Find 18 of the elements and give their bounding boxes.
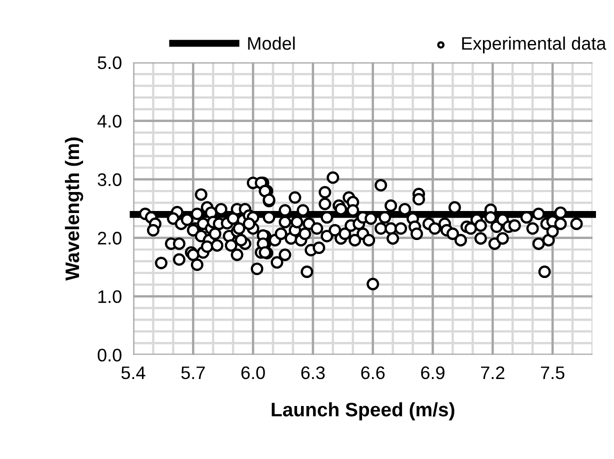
y-tick-label: 5.0 (98, 56, 122, 70)
legend-label: Experimental data (462, 36, 606, 54)
x-tick-label: 7.5 (540, 366, 564, 380)
x-tick-label: 6.3 (301, 366, 325, 380)
x-axis-title: Launch Speed (m/s) (272, 402, 454, 420)
x-tick-label: 5.4 (121, 366, 146, 380)
x-tick-label: 5.7 (181, 366, 205, 380)
y-tick-label: 4.0 (97, 114, 122, 128)
x-tick-label: 6.0 (241, 366, 265, 380)
legend-label: Model (248, 36, 295, 50)
x-tick-label: 6.9 (421, 366, 444, 380)
y-tick-label: 3.0 (98, 173, 122, 186)
x-tick-label: 7.2 (481, 366, 504, 380)
y-tick-label: 1.0 (98, 290, 122, 304)
y-axis-title: Wavelength (m) (64, 138, 84, 281)
y-tick-label: 0.0 (98, 348, 122, 362)
y-tick-label: 2.0 (98, 232, 122, 245)
x-tick-label: 6.6 (361, 366, 385, 380)
